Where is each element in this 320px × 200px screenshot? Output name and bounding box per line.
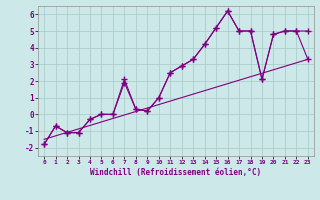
X-axis label: Windchill (Refroidissement éolien,°C): Windchill (Refroidissement éolien,°C) (91, 168, 261, 177)
